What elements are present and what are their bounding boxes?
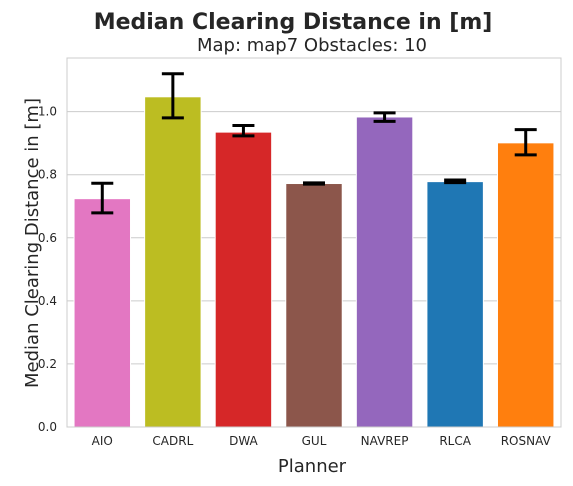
x-tick-label: NAVREP — [361, 434, 409, 448]
y-tick-label: 0.0 — [38, 420, 57, 434]
y-tick-label: 0.8 — [38, 168, 57, 182]
bar-rosnav — [496, 142, 555, 428]
x-tick-label: DWA — [229, 434, 258, 448]
bar-navrep — [355, 116, 414, 428]
x-axis-label: Planner — [278, 456, 347, 477]
bar-dwa — [214, 131, 273, 428]
x-tick-label: CADRL — [152, 434, 193, 448]
x-tick-labels: AIO CADRL DWA GUL NAVREP RLCA ROSNAV — [92, 434, 552, 448]
y-axis-label: Median Clearing Distance in [m] — [22, 98, 43, 388]
bar-rlca — [426, 181, 484, 428]
bar-gul — [285, 183, 343, 428]
bar-aio — [73, 198, 132, 428]
y-tick-label: 0.6 — [38, 231, 57, 245]
y-tick-labels: 0.0 0.2 0.4 0.6 0.8 1.0 — [38, 105, 57, 434]
x-tick-label: GUL — [302, 434, 327, 448]
y-tick-label: 1.0 — [38, 105, 57, 119]
error-bars — [91, 72, 537, 215]
y-tick-label: 0.4 — [38, 294, 57, 308]
y-tick-label: 0.2 — [38, 357, 57, 371]
bar-cadrl — [144, 96, 202, 428]
chart-title: Map: map7 Obstacles: 10 — [197, 35, 427, 56]
plot-frame — [66, 57, 562, 428]
x-tick-label: ROSNAV — [501, 434, 552, 448]
bars — [73, 96, 555, 428]
chart-suptitle: Median Clearing Distance in [m] — [94, 10, 493, 35]
x-tick-label: RLCA — [439, 434, 471, 448]
x-tick-label: AIO — [92, 434, 113, 448]
